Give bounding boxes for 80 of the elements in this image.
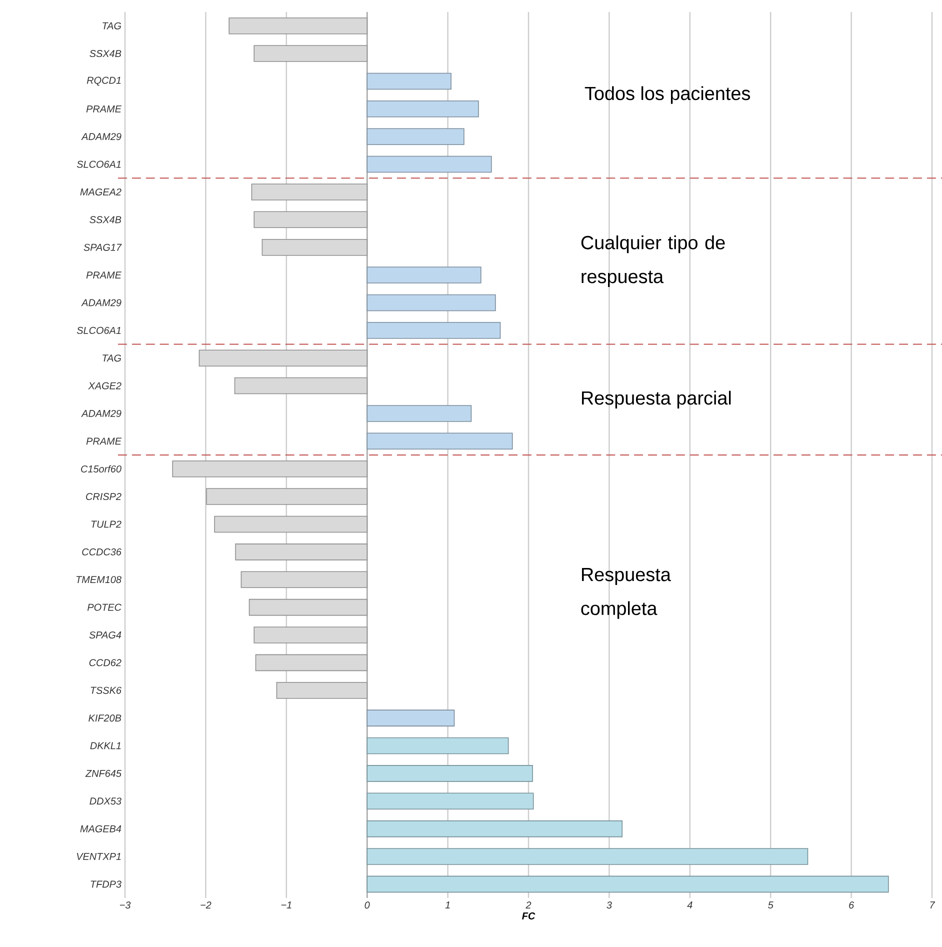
y-tick-label: DKKL1 — [90, 742, 121, 750]
x-tick-label: 7 — [930, 902, 936, 908]
y-tick-label: XAGE2 — [88, 382, 122, 390]
annotation: Respuesta completa — [581, 568, 671, 619]
bar — [255, 654, 368, 672]
bar — [276, 682, 368, 699]
bar — [366, 432, 513, 450]
y-tick-label: ADAM29 — [81, 299, 122, 306]
y-tick-label: MAGEB4 — [80, 825, 122, 832]
bar — [251, 184, 368, 200]
y-tick-label: SLCO6A1 — [76, 160, 121, 168]
bar — [366, 792, 534, 810]
bar — [240, 571, 368, 588]
y-tick-label: ADAM29 — [81, 410, 122, 417]
bar — [366, 876, 889, 893]
x-tick-label: 2 — [526, 902, 532, 908]
y-tick-label: SPAG4 — [89, 631, 122, 638]
x-axis-title: FC — [522, 912, 536, 920]
y-tick-label: CCD62 — [89, 659, 122, 666]
annotation: Respuesta parcial — [582, 390, 731, 408]
bar — [234, 377, 368, 394]
y-tick-label: TMEM108 — [76, 576, 122, 584]
y-tick-label: PRAME — [86, 105, 122, 112]
annotation: Cualquier tipo de respuesta — [581, 235, 725, 287]
y-tick-label: ADAM29 — [81, 133, 122, 140]
bar — [366, 294, 496, 312]
bar — [366, 710, 455, 726]
y-tick-label: KIF20B — [88, 714, 122, 722]
x-tick-label: 4 — [687, 902, 692, 908]
bar — [262, 238, 368, 256]
x-tick-label: 0 — [364, 902, 370, 909]
y-tick-label: TULP2 — [91, 520, 122, 528]
y-tick-label: PRAME — [86, 272, 122, 278]
bar — [366, 737, 509, 754]
bar — [366, 820, 623, 838]
bar — [248, 598, 368, 616]
y-tick-label: TAG — [102, 22, 122, 30]
y-tick-label: SPAG17 — [84, 244, 122, 251]
bar — [172, 460, 368, 478]
annotation: Todos los pacientes — [584, 86, 750, 104]
x-tick-label: −1 — [281, 902, 292, 908]
y-tick-label: C15orf60 — [81, 465, 122, 473]
bar — [228, 17, 368, 34]
y-tick-label: PRAME — [86, 438, 122, 445]
y-tick-label: RQCD1 — [86, 76, 121, 86]
y-tick-label: CRISP2 — [86, 493, 122, 500]
y-tick-label: TFDP3 — [90, 880, 122, 888]
bar — [366, 266, 482, 284]
bar — [235, 544, 368, 560]
bar — [366, 322, 501, 339]
x-tick-label: 1 — [445, 902, 450, 908]
y-tick-label: TAG — [102, 354, 122, 362]
y-tick-label: POTEC — [87, 604, 122, 611]
bar — [206, 488, 368, 505]
bar — [198, 350, 368, 366]
y-tick-label: SLCO6A1 — [76, 326, 121, 334]
bar — [366, 156, 492, 173]
y-tick-label: ZNF645 — [85, 770, 122, 777]
bar — [254, 45, 368, 62]
x-tick-label: −3 — [120, 902, 131, 909]
y-tick-label: MAGEA2 — [80, 188, 122, 196]
y-tick-label: TSSK6 — [90, 686, 122, 694]
bar — [366, 100, 479, 118]
bar — [366, 848, 808, 865]
x-tick-label: 3 — [606, 902, 612, 909]
x-tick-label: 5 — [768, 902, 774, 908]
bar — [366, 405, 472, 422]
y-tick-label: VENTXP1 — [76, 853, 121, 860]
y-tick-label: SSX4B — [90, 216, 122, 224]
y-tick-label: CCDC36 — [82, 548, 122, 556]
bar — [254, 211, 368, 228]
bar — [254, 626, 368, 644]
bar — [214, 516, 368, 533]
bar — [366, 765, 533, 782]
x-tick-label: −2 — [200, 902, 212, 908]
y-tick-label: SSX4B — [90, 50, 122, 58]
bar — [366, 128, 464, 145]
bar — [366, 72, 452, 90]
x-tick-label: 6 — [849, 902, 854, 909]
y-tick-label: DDX53 — [90, 798, 122, 805]
